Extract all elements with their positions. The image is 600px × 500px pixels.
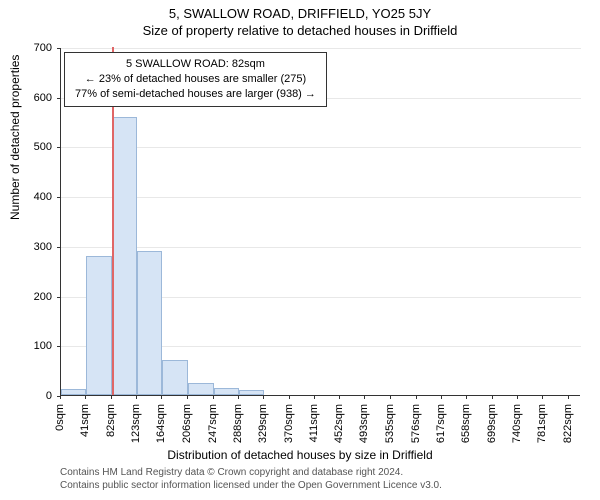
ytick-mark bbox=[57, 346, 61, 347]
xtick-mark bbox=[441, 395, 442, 399]
ytick-mark bbox=[57, 98, 61, 99]
xtick-label: 822sqm bbox=[562, 404, 574, 443]
infobox-line2: ← 23% of detached houses are smaller (27… bbox=[75, 72, 316, 87]
xtick-mark bbox=[390, 395, 391, 399]
histogram-bar bbox=[162, 360, 188, 395]
plot-area: 5 SWALLOW ROAD: 82sqm ← 23% of detached … bbox=[60, 48, 580, 396]
ytick-mark bbox=[57, 147, 61, 148]
ytick-mark bbox=[57, 197, 61, 198]
histogram-bar bbox=[86, 256, 111, 395]
gridline bbox=[61, 247, 581, 248]
histogram-bar bbox=[239, 390, 264, 395]
xtick-label: 288sqm bbox=[232, 404, 244, 443]
xtick-label: 535sqm bbox=[384, 404, 396, 443]
ytick-label: 500 bbox=[22, 141, 52, 153]
xtick-mark bbox=[289, 395, 290, 399]
xtick-label: 493sqm bbox=[358, 404, 370, 443]
ytick-label: 300 bbox=[22, 241, 52, 253]
ytick-label: 200 bbox=[22, 291, 52, 303]
footer-line2: Contains public sector information licen… bbox=[60, 479, 442, 492]
chart-subtitle: Size of property relative to detached ho… bbox=[0, 21, 600, 38]
xtick-mark bbox=[568, 395, 569, 399]
xtick-mark bbox=[517, 395, 518, 399]
ytick-mark bbox=[57, 48, 61, 49]
xtick-mark bbox=[314, 395, 315, 399]
gridline bbox=[61, 48, 581, 49]
histogram-bar bbox=[214, 388, 239, 395]
xtick-mark bbox=[161, 395, 162, 399]
xtick-mark bbox=[60, 395, 61, 399]
histogram-bar bbox=[112, 117, 137, 395]
xtick-mark bbox=[339, 395, 340, 399]
ytick-label: 400 bbox=[22, 191, 52, 203]
xtick-label: 658sqm bbox=[460, 404, 472, 443]
xtick-label: 0sqm bbox=[54, 404, 66, 431]
ytick-label: 100 bbox=[22, 340, 52, 352]
ytick-mark bbox=[57, 247, 61, 248]
xtick-mark bbox=[542, 395, 543, 399]
footer-line1: Contains HM Land Registry data © Crown c… bbox=[60, 466, 442, 479]
xtick-mark bbox=[187, 395, 188, 399]
ytick-label: 600 bbox=[22, 92, 52, 104]
xtick-label: 576sqm bbox=[410, 404, 422, 443]
chart-container: 5, SWALLOW ROAD, DRIFFIELD, YO25 5JY Siz… bbox=[0, 0, 600, 500]
histogram-bar bbox=[137, 251, 162, 395]
xtick-label: 164sqm bbox=[155, 404, 167, 443]
xtick-label: 123sqm bbox=[130, 404, 142, 443]
xtick-mark bbox=[85, 395, 86, 399]
xtick-mark bbox=[263, 395, 264, 399]
xtick-mark bbox=[111, 395, 112, 399]
ytick-mark bbox=[57, 297, 61, 298]
xtick-label: 617sqm bbox=[435, 404, 447, 443]
xtick-label: 206sqm bbox=[181, 404, 193, 443]
xtick-label: 781sqm bbox=[536, 404, 548, 443]
xtick-mark bbox=[492, 395, 493, 399]
attribution-footer: Contains HM Land Registry data © Crown c… bbox=[60, 466, 442, 492]
xtick-mark bbox=[213, 395, 214, 399]
xtick-mark bbox=[416, 395, 417, 399]
xtick-mark bbox=[136, 395, 137, 399]
xtick-label: 82sqm bbox=[105, 404, 117, 437]
xtick-label: 329sqm bbox=[257, 404, 269, 443]
property-info-box: 5 SWALLOW ROAD: 82sqm ← 23% of detached … bbox=[64, 52, 327, 107]
ytick-label: 700 bbox=[22, 42, 52, 54]
xtick-mark bbox=[238, 395, 239, 399]
infobox-line1: 5 SWALLOW ROAD: 82sqm bbox=[75, 57, 316, 72]
xtick-mark bbox=[364, 395, 365, 399]
xtick-label: 699sqm bbox=[486, 404, 498, 443]
xtick-label: 740sqm bbox=[511, 404, 523, 443]
ytick-label: 0 bbox=[22, 390, 52, 402]
gridline bbox=[61, 197, 581, 198]
gridline bbox=[61, 147, 581, 148]
address-title: 5, SWALLOW ROAD, DRIFFIELD, YO25 5JY bbox=[0, 0, 600, 21]
xtick-mark bbox=[466, 395, 467, 399]
x-axis-label: Distribution of detached houses by size … bbox=[0, 448, 600, 462]
y-axis-label: Number of detached properties bbox=[8, 55, 22, 220]
histogram-bar bbox=[61, 389, 86, 395]
xtick-label: 370sqm bbox=[283, 404, 295, 443]
histogram-bar bbox=[188, 383, 213, 395]
xtick-label: 41sqm bbox=[79, 404, 91, 437]
xtick-label: 247sqm bbox=[207, 404, 219, 443]
xtick-label: 452sqm bbox=[333, 404, 345, 443]
infobox-line3: 77% of semi-detached houses are larger (… bbox=[75, 87, 316, 102]
xtick-label: 411sqm bbox=[308, 404, 320, 442]
